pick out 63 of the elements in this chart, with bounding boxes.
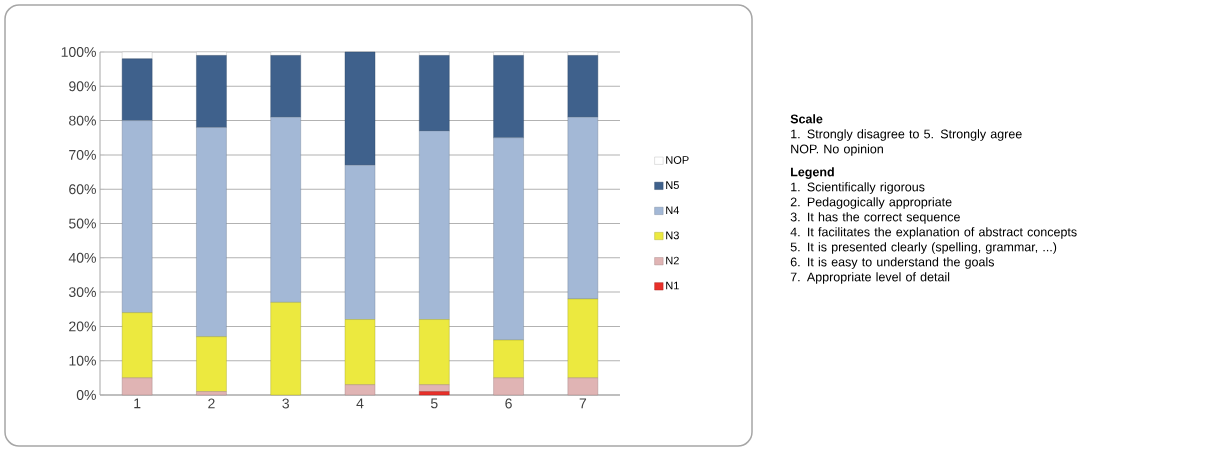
y-tick-label: 40% <box>68 252 96 263</box>
bar <box>270 302 301 396</box>
text: 7. Appropriate level of detail <box>790 272 950 284</box>
y-tick-label: 100% <box>61 47 96 57</box>
y-tick-label: 0% <box>76 390 96 400</box>
x-tick-label: 3 <box>282 398 289 409</box>
bar <box>121 120 153 313</box>
bar <box>121 377 153 396</box>
bar <box>567 298 599 379</box>
y-tick-label: 60% <box>69 184 96 195</box>
bar <box>493 137 524 341</box>
y-tick-label: 70% <box>69 149 96 160</box>
y-tick-label: 10% <box>69 355 96 366</box>
bar <box>196 391 227 396</box>
bar <box>344 164 376 320</box>
x-tick-label: 1 <box>134 398 141 409</box>
text: NOP. No opinion <box>791 144 883 156</box>
bar <box>121 312 153 379</box>
bar <box>270 55 301 118</box>
text: 4. It facilitates the explanation of abstract concepts <box>790 227 1077 239</box>
text: Scale <box>790 114 823 124</box>
legend-label: N5 <box>666 181 679 189</box>
legend-label: N2 <box>666 256 679 265</box>
bar <box>567 55 599 118</box>
text: 6. It is easy to understand the goals <box>790 257 995 269</box>
bar <box>196 336 227 392</box>
x-tick-label: 5 <box>430 398 438 409</box>
bar <box>567 377 599 396</box>
bar <box>121 58 153 121</box>
y-tick-label: 80% <box>69 115 96 126</box>
legend-label: N4 <box>666 206 680 214</box>
text: 2. Pedagogically appropriate <box>790 197 952 209</box>
legend-label: N1 <box>666 281 679 290</box>
bar <box>419 391 450 396</box>
text: 3. It has the correct sequence <box>790 212 960 224</box>
bar <box>419 319 450 385</box>
y-tick-label: 50% <box>69 218 96 229</box>
bar <box>419 55 450 132</box>
x-tick-label: 7 <box>579 398 587 409</box>
text: 1. Scientifically rigorous <box>791 182 925 194</box>
y-tick-label: 30% <box>68 287 96 298</box>
bar <box>419 384 450 392</box>
bar <box>344 319 376 385</box>
bar <box>493 377 524 396</box>
bar <box>493 55 524 138</box>
bar <box>196 127 227 337</box>
bar <box>419 130 450 320</box>
bar <box>196 55 227 128</box>
legend-label: N3 <box>666 231 679 240</box>
bar <box>344 384 376 396</box>
bar <box>270 116 301 303</box>
text: 1. Strongly disagree to 5. Strongly agree <box>791 129 1022 141</box>
x-tick-label: 6 <box>505 398 512 409</box>
text: 5. It is presented clearly (spelling, grammar, ...) <box>790 242 1057 254</box>
text: Legend <box>791 167 834 179</box>
bar <box>567 116 599 300</box>
legend-label: NOP <box>666 156 689 164</box>
x-tick-label: 2 <box>208 398 215 409</box>
y-tick-label: 20% <box>69 321 96 332</box>
bar <box>493 339 524 379</box>
x-tick-label: 4 <box>356 398 364 409</box>
bar <box>344 51 376 166</box>
y-tick-label: 90% <box>69 81 96 92</box>
